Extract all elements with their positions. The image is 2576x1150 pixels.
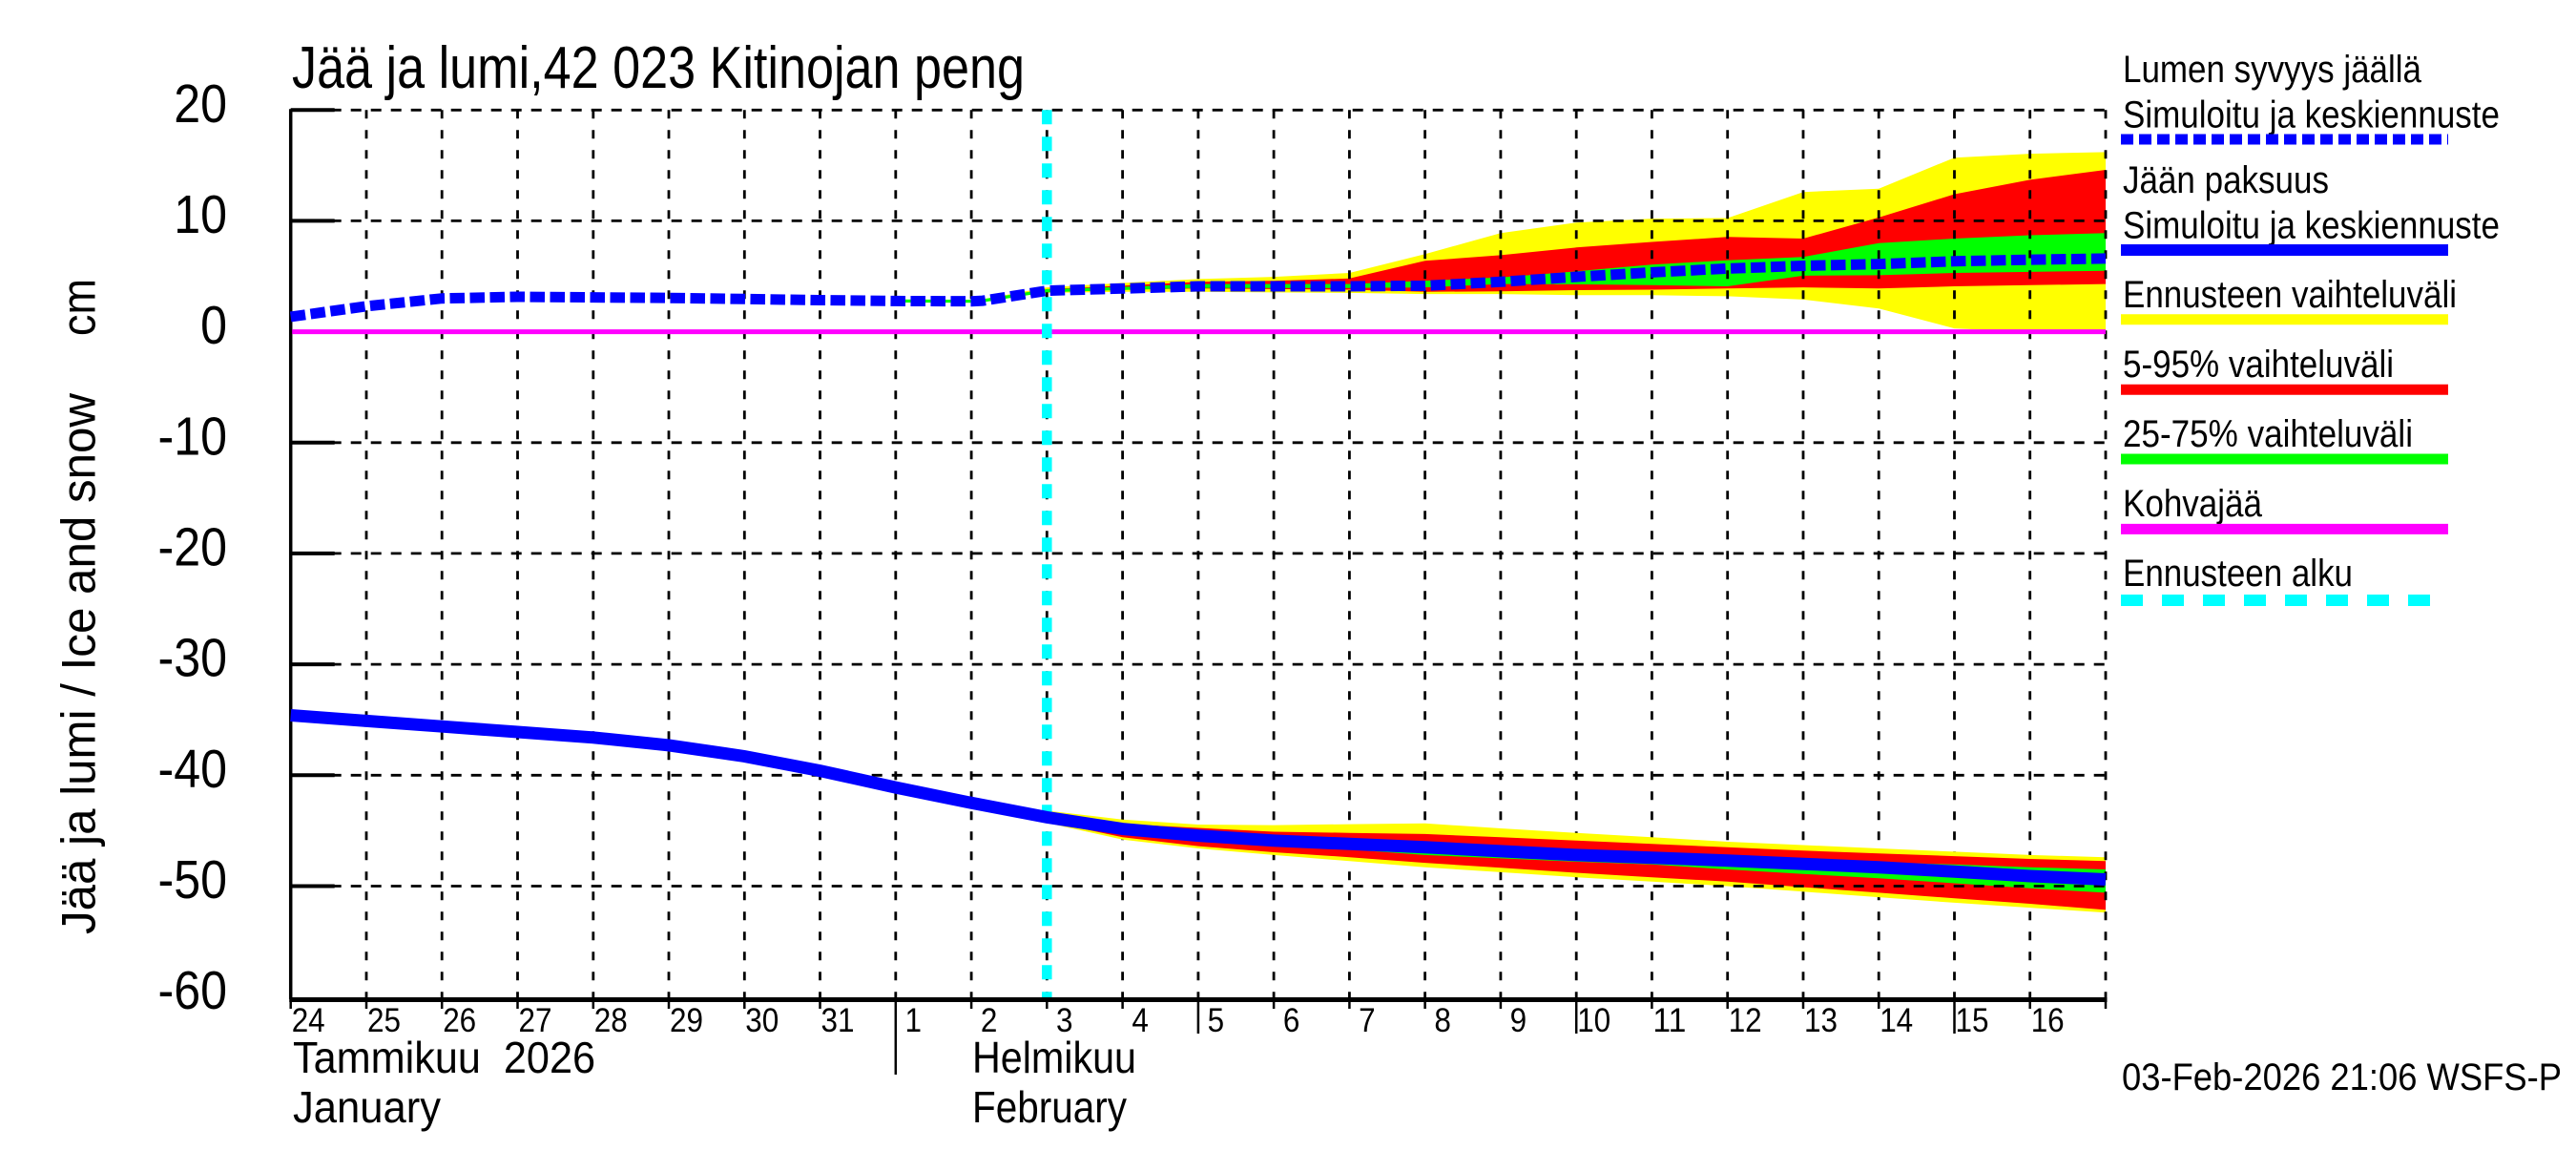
svg-text:31: 31 bbox=[821, 1002, 855, 1039]
svg-text:Simuloitu ja keskiennuste: Simuloitu ja keskiennuste bbox=[2123, 205, 2500, 247]
svg-text:03-Feb-2026 21:06 WSFS-P: 03-Feb-2026 21:06 WSFS-P bbox=[2122, 1056, 2562, 1098]
svg-text:8: 8 bbox=[1434, 1002, 1451, 1039]
svg-text:Helmikuu: Helmikuu bbox=[972, 1033, 1136, 1082]
svg-text:-50: -50 bbox=[158, 849, 228, 910]
svg-text:11: 11 bbox=[1652, 1002, 1686, 1039]
svg-text:26: 26 bbox=[443, 1002, 476, 1039]
svg-text:24: 24 bbox=[292, 1002, 325, 1039]
svg-text:Tammikuu 2026: Tammikuu 2026 bbox=[293, 1033, 595, 1082]
svg-text:Simuloitu ja keskiennuste: Simuloitu ja keskiennuste bbox=[2123, 94, 2500, 136]
svg-text:cm: cm bbox=[52, 279, 106, 336]
svg-text:-30: -30 bbox=[158, 628, 228, 689]
svg-text:30: 30 bbox=[745, 1002, 779, 1039]
svg-text:-20: -20 bbox=[158, 516, 228, 577]
svg-text:-40: -40 bbox=[158, 739, 228, 800]
svg-text:28: 28 bbox=[594, 1002, 628, 1039]
svg-text:0: 0 bbox=[200, 295, 227, 356]
svg-text:Jää ja lumi,42 023 Kitinojan p: Jää ja lumi,42 023 Kitinojan peng bbox=[292, 35, 1025, 101]
svg-text:6: 6 bbox=[1283, 1002, 1300, 1039]
svg-text:16: 16 bbox=[2031, 1002, 2065, 1039]
svg-text:25: 25 bbox=[367, 1002, 401, 1039]
svg-text:9: 9 bbox=[1510, 1002, 1527, 1039]
svg-text:January: January bbox=[293, 1082, 441, 1132]
svg-text:Kohvajää: Kohvajää bbox=[2123, 483, 2263, 525]
svg-text:3: 3 bbox=[1056, 1002, 1073, 1039]
svg-text:1: 1 bbox=[905, 1002, 923, 1039]
svg-text:February: February bbox=[972, 1082, 1127, 1132]
svg-text:4: 4 bbox=[1132, 1002, 1149, 1039]
svg-text:Ennusteen alku: Ennusteen alku bbox=[2123, 553, 2353, 595]
svg-text:5: 5 bbox=[1208, 1002, 1225, 1039]
svg-text:10: 10 bbox=[1577, 1002, 1610, 1039]
svg-text:12: 12 bbox=[1729, 1002, 1762, 1039]
svg-text:15: 15 bbox=[1956, 1002, 1989, 1039]
svg-text:5-95% vaihteluväli: 5-95% vaihteluväli bbox=[2123, 344, 2394, 386]
svg-text:29: 29 bbox=[670, 1002, 703, 1039]
svg-text:7: 7 bbox=[1359, 1002, 1376, 1039]
svg-text:25-75% vaihteluväli: 25-75% vaihteluväli bbox=[2123, 413, 2413, 455]
svg-text:13: 13 bbox=[1804, 1002, 1838, 1039]
svg-text:-10: -10 bbox=[158, 406, 228, 467]
svg-text:10: 10 bbox=[174, 184, 227, 245]
svg-text:Jää ja lumi / Ice and snow: Jää ja lumi / Ice and snow bbox=[52, 392, 106, 934]
svg-text:20: 20 bbox=[174, 73, 227, 135]
svg-text:2: 2 bbox=[981, 1002, 998, 1039]
svg-text:Ennusteen vaihteluväli: Ennusteen vaihteluväli bbox=[2123, 274, 2457, 316]
svg-text:27: 27 bbox=[519, 1002, 552, 1039]
svg-text:14: 14 bbox=[1880, 1002, 1913, 1039]
svg-text:Lumen syvyys jäällä: Lumen syvyys jäällä bbox=[2123, 49, 2422, 91]
svg-text:-60: -60 bbox=[158, 960, 228, 1021]
svg-text:Jään paksuus: Jään paksuus bbox=[2123, 159, 2329, 201]
